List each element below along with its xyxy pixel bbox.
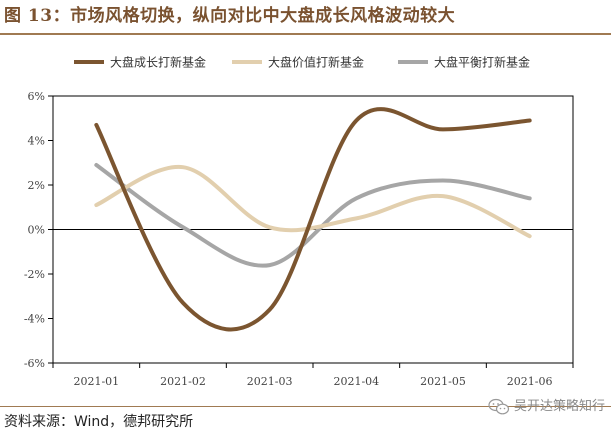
x-tick-label: 2021-03 bbox=[247, 375, 293, 388]
legend-label: 大盘成长打新基金 bbox=[110, 55, 206, 70]
series-line-3 bbox=[94, 162, 532, 268]
series-line-2 bbox=[94, 165, 532, 239]
watermark: 吴开达策略知行 bbox=[488, 395, 605, 419]
chart-title: 图 13：市场风格切换，纵向对比中大盘成长风格波动较大 bbox=[4, 6, 456, 26]
x-tick-label: 2021-01 bbox=[73, 375, 119, 388]
y-tick-label: -2% bbox=[24, 268, 45, 281]
x-axis: 2021-01 2021-02 2021-03 2021-04 2021-05 2021-… bbox=[52, 363, 574, 388]
series-group bbox=[94, 107, 532, 332]
footer-divider bbox=[0, 406, 611, 407]
x-tick-label: 2021-06 bbox=[507, 375, 553, 388]
y-tick-label: 0% bbox=[28, 224, 45, 237]
legend-label: 大盘价值打新基金 bbox=[268, 55, 364, 70]
y-tick-label: -6% bbox=[24, 357, 45, 370]
legend: 大盘成长打新基金 大盘价值打新基金 大盘平衡打新基金 bbox=[74, 55, 530, 70]
title-divider bbox=[0, 33, 611, 35]
y-axis: 6% 4% 2% 0% -2% -4% -6% bbox=[24, 90, 53, 370]
line-chart: 大盘成长打新基金 大盘价值打新基金 大盘平衡打新基金 6% 4% 2% 0% -2% -4% -… bbox=[24, 55, 574, 388]
x-tick-label: 2021-04 bbox=[333, 375, 379, 388]
x-tick-label: 2021-02 bbox=[160, 375, 206, 388]
legend-label: 大盘平衡打新基金 bbox=[434, 55, 530, 70]
x-tick-label: 2021-05 bbox=[420, 375, 466, 388]
y-tick-label: 4% bbox=[28, 135, 45, 148]
wechat-icon bbox=[488, 398, 510, 415]
source-note: 资料来源：Wind，德邦研究所 bbox=[4, 414, 194, 430]
watermark-text: 吴开达策略知行 bbox=[513, 399, 605, 414]
y-tick-label: -4% bbox=[24, 313, 45, 326]
y-tick-label: 2% bbox=[28, 179, 45, 192]
y-tick-label: 6% bbox=[28, 90, 45, 103]
series-line-1 bbox=[94, 107, 532, 332]
